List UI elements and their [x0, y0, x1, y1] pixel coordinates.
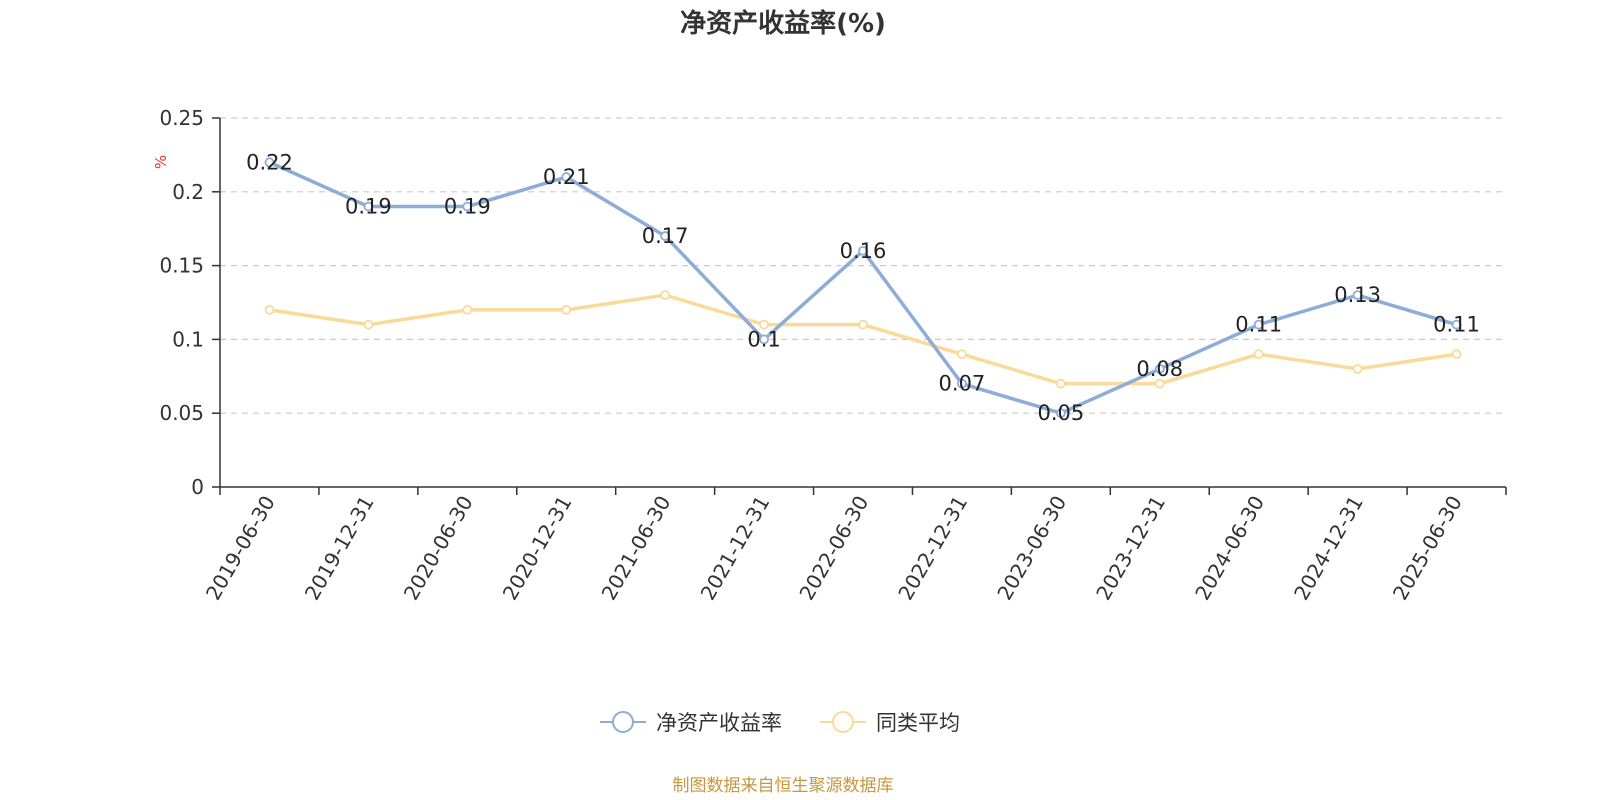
data-point	[462, 201, 473, 212]
data-label: 0.07	[939, 372, 986, 396]
legend[interactable]: 净资产收益率 同类平均	[600, 711, 960, 735]
data-label: 0.17	[642, 224, 689, 248]
chart-title: 净资产收益率(%)	[680, 8, 886, 39]
y-tick-label: 0.1	[172, 327, 204, 351]
data-label: 0.21	[543, 165, 590, 189]
data-point	[957, 378, 967, 389]
legend-label: 同类平均	[876, 711, 960, 735]
data-point	[264, 157, 275, 168]
x-tick-label: 2021-12-31	[696, 492, 775, 605]
x-tick-label: 2019-06-30	[201, 492, 280, 605]
y-axis-unit: %	[152, 155, 170, 169]
data-label: 0.13	[1334, 283, 1381, 307]
data-label: 0.11	[1235, 313, 1282, 337]
data-label: 0.22	[246, 150, 293, 174]
x-tick-label: 2025-06-30	[1388, 492, 1467, 605]
legend-item[interactable]: 同类平均	[820, 711, 960, 735]
data-point	[660, 231, 671, 241]
data-point	[858, 245, 868, 256]
data-source-note: 制图数据来自恒生聚源数据库	[673, 776, 894, 796]
axes: 0 0.05 0.1 0.15 0.2 0.25 2019-06-30 2019-12-31 2…	[159, 106, 1507, 605]
data-point	[1154, 378, 1165, 389]
data-label: 0.19	[345, 195, 392, 219]
data-point	[561, 172, 572, 182]
data-label: 0.11	[1433, 313, 1480, 337]
data-point	[1253, 349, 1264, 360]
legend-marker	[612, 711, 634, 733]
x-tick-label: 2020-06-30	[399, 492, 478, 605]
x-tick-label: 2024-06-30	[1190, 492, 1269, 605]
x-tick-label: 2024-12-31	[1289, 492, 1368, 605]
data-point	[1055, 378, 1066, 389]
grid-lines	[220, 117, 1506, 414]
data-point	[858, 319, 868, 330]
legend-label: 净资产收益率	[656, 711, 782, 735]
x-tick-label: 2019-12-31	[300, 492, 379, 605]
data-point	[1352, 364, 1363, 374]
data-point	[759, 319, 769, 330]
x-tick-label: 2023-12-31	[1091, 492, 1170, 605]
data-point	[1352, 290, 1363, 301]
data-point	[264, 304, 275, 315]
y-tick-label: 0.2	[172, 180, 204, 204]
data-point	[363, 201, 374, 212]
x-tick-label: 2022-06-30	[794, 492, 873, 605]
data-point	[1055, 408, 1066, 419]
data-point	[957, 349, 967, 360]
y-tick-label: 0.25	[159, 106, 204, 130]
series-group	[264, 157, 1462, 419]
data-point	[1253, 319, 1264, 330]
data-point	[363, 319, 374, 330]
data-point	[759, 334, 769, 345]
data-label: 0.05	[1037, 401, 1084, 425]
data-label: 0.19	[444, 195, 491, 219]
x-tick-label: 2021-06-30	[597, 492, 676, 605]
x-tick-label: 2022-12-31	[893, 492, 972, 605]
data-point	[1154, 364, 1165, 374]
legend-item[interactable]: 净资产收益率	[600, 711, 782, 735]
data-point	[1451, 319, 1462, 330]
y-tick-label: 0.05	[159, 401, 204, 425]
data-point	[660, 290, 671, 301]
data-point	[561, 304, 572, 315]
data-point	[462, 304, 473, 315]
data-label: 0.08	[1136, 357, 1183, 381]
data-label: 0.16	[840, 239, 887, 263]
x-tick-label: 2020-12-31	[498, 492, 577, 605]
data-labels: 0.22 0.19 0.19 0.21 0.17 0.1 0.16 0.07 0.05 0.08 0…	[246, 150, 1480, 425]
data-point	[1451, 349, 1462, 360]
y-tick-label: 0.15	[159, 254, 204, 278]
data-label: 0.1	[747, 327, 780, 351]
x-tick-label: 2023-06-30	[992, 492, 1071, 605]
y-tick-label: 0	[191, 475, 204, 499]
legend-marker	[832, 711, 854, 733]
